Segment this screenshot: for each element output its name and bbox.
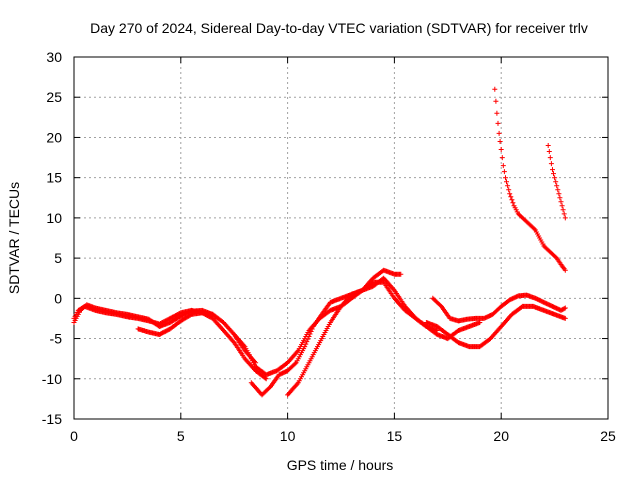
x-tick-label: 25 [600,428,616,444]
data-point-markers [285,275,483,398]
chart-title: Day 270 of 2024, Sidereal Day-to-day VTE… [90,20,588,36]
y-tick-label: 30 [46,49,62,65]
data-point-markers [71,302,216,329]
plot-frame [73,56,609,420]
x-tick-label: 20 [493,428,509,444]
y-tick-label: -10 [42,371,62,387]
y-tick-label: -5 [50,331,63,347]
data-point-markers [545,143,568,221]
axis-ticks: 0 5 10 15 20 25 -15 -10 -5 0 5 10 15 20 25 30 [42,49,616,444]
series-track [71,302,216,329]
x-tick-label: 10 [280,428,296,444]
y-tick-label: 10 [46,210,62,226]
series-track [423,303,568,350]
y-tick-label: 5 [54,250,62,266]
y-tick-label: 25 [46,89,62,105]
y-axis-title: SDTVAR / TECUs [6,182,22,294]
series-track [135,310,259,366]
grid-lines [74,57,608,419]
data-points [71,86,568,398]
series-track [492,86,568,273]
series-track [430,292,568,324]
data-point-markers [492,86,568,273]
y-tick-label: 15 [46,170,62,186]
x-tick-label: 0 [70,428,78,444]
data-point-markers [423,303,568,350]
y-tick-label: 0 [54,290,62,306]
y-tick-label: -15 [42,411,62,427]
series-track [545,143,568,221]
x-tick-label: 5 [177,428,185,444]
series-track [285,275,483,398]
x-tick-label: 15 [387,428,403,444]
y-tick-label: 20 [46,129,62,145]
data-point-markers [135,310,259,366]
x-axis-title: GPS time / hours [287,457,394,473]
data-point-markers [430,292,568,324]
